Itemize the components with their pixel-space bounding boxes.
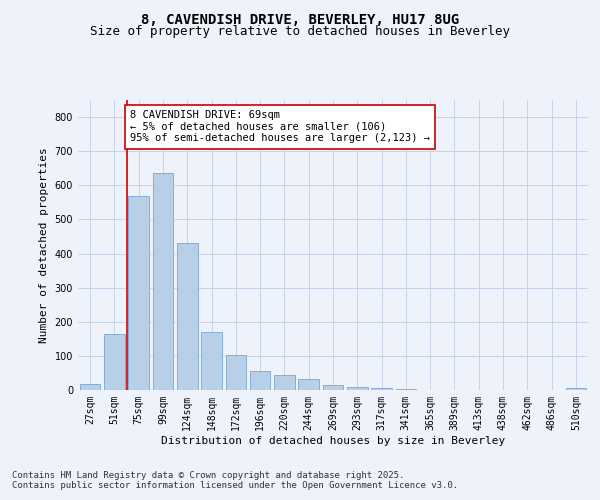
Text: 8 CAVENDISH DRIVE: 69sqm
← 5% of detached houses are smaller (106)
95% of semi-d: 8 CAVENDISH DRIVE: 69sqm ← 5% of detache… <box>130 110 430 144</box>
Text: Size of property relative to detached houses in Beverley: Size of property relative to detached ho… <box>90 25 510 38</box>
Bar <box>371 388 392 390</box>
Bar <box>80 384 100 390</box>
Bar <box>298 378 319 390</box>
Bar <box>395 389 416 390</box>
Bar <box>274 375 295 390</box>
Bar <box>104 334 125 390</box>
Bar <box>177 244 197 390</box>
Bar <box>226 355 246 390</box>
Bar <box>152 174 173 390</box>
Y-axis label: Number of detached properties: Number of detached properties <box>39 147 49 343</box>
Bar <box>566 388 586 390</box>
Bar <box>323 385 343 390</box>
X-axis label: Distribution of detached houses by size in Beverley: Distribution of detached houses by size … <box>161 436 505 446</box>
Bar <box>201 332 222 390</box>
Text: Contains HM Land Registry data © Crown copyright and database right 2025.
Contai: Contains HM Land Registry data © Crown c… <box>12 470 458 490</box>
Bar <box>128 196 149 390</box>
Text: 8, CAVENDISH DRIVE, BEVERLEY, HU17 8UG: 8, CAVENDISH DRIVE, BEVERLEY, HU17 8UG <box>141 12 459 26</box>
Bar <box>250 370 271 390</box>
Bar <box>347 387 368 390</box>
